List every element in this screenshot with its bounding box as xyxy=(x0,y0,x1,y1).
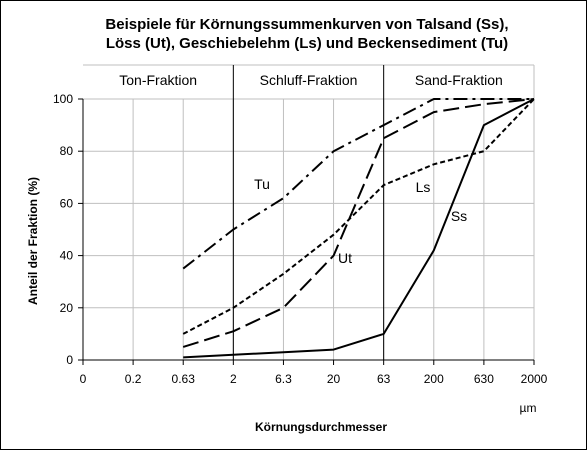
series-layer xyxy=(182,98,535,359)
series-label-ut: Ut xyxy=(338,250,352,266)
y-tick-label-2: 40 xyxy=(60,249,74,263)
y-axis-title: Anteil der Fraktion (%) xyxy=(26,177,40,305)
y-tick-label-0: 0 xyxy=(66,353,73,367)
series-label-tu: Tu xyxy=(254,176,270,192)
x-axis-title: Körnungsdurchmesser xyxy=(255,420,387,434)
y-tick-label-3: 60 xyxy=(60,196,74,210)
x-tick-label-7: 200 xyxy=(424,372,444,386)
y-tick-label-5: 100 xyxy=(53,92,73,106)
x-tick-label-0: 0 xyxy=(80,372,87,386)
series-line-ss xyxy=(183,98,535,359)
region-layer: Ton-Fraktion Schluff-Fraktion Sand-Fraktio… xyxy=(83,64,535,360)
region-label-2: Sand-Fraktion xyxy=(415,72,503,88)
region-label-0: Ton-Fraktion xyxy=(119,72,197,88)
series-line-ut xyxy=(182,98,535,348)
x-tick-label-3: 2 xyxy=(230,372,237,386)
x-tick-label-9: 2000 xyxy=(521,372,548,386)
y-tick-label-4: 80 xyxy=(60,144,74,158)
x-tick-label-2: 0.63 xyxy=(172,372,196,386)
axis-layer: 0 20 40 60 80 100 0 0.2 0.63 2 6.3 20 63 200 630 2000 xyxy=(53,92,548,386)
x-tick-label-4: 6.3 xyxy=(275,372,292,386)
region-label-1: Schluff-Fraktion xyxy=(260,72,358,88)
series-line-ls xyxy=(182,98,535,335)
series-label-ls: Ls xyxy=(416,179,431,195)
series-label-ss: Ss xyxy=(451,208,467,224)
y-tick-label-1: 20 xyxy=(60,301,74,315)
label-layer: Tu Ut Ls Ss xyxy=(254,176,467,266)
chart-title-line-2: Löss (Ut), Geschiebelehm (Ls) und Becken… xyxy=(106,35,508,52)
series-line-tu xyxy=(182,98,534,270)
grid-layer xyxy=(82,98,535,361)
x-tick-label-1: 0.2 xyxy=(125,372,142,386)
x-axis-unit: µm xyxy=(520,401,537,415)
x-tick-label-8: 630 xyxy=(474,372,494,386)
x-tick-label-5: 20 xyxy=(327,372,341,386)
chart-title-line-1: Beispiele für Körnungssummenkurven von T… xyxy=(105,16,508,33)
x-tick-label-6: 63 xyxy=(377,372,391,386)
